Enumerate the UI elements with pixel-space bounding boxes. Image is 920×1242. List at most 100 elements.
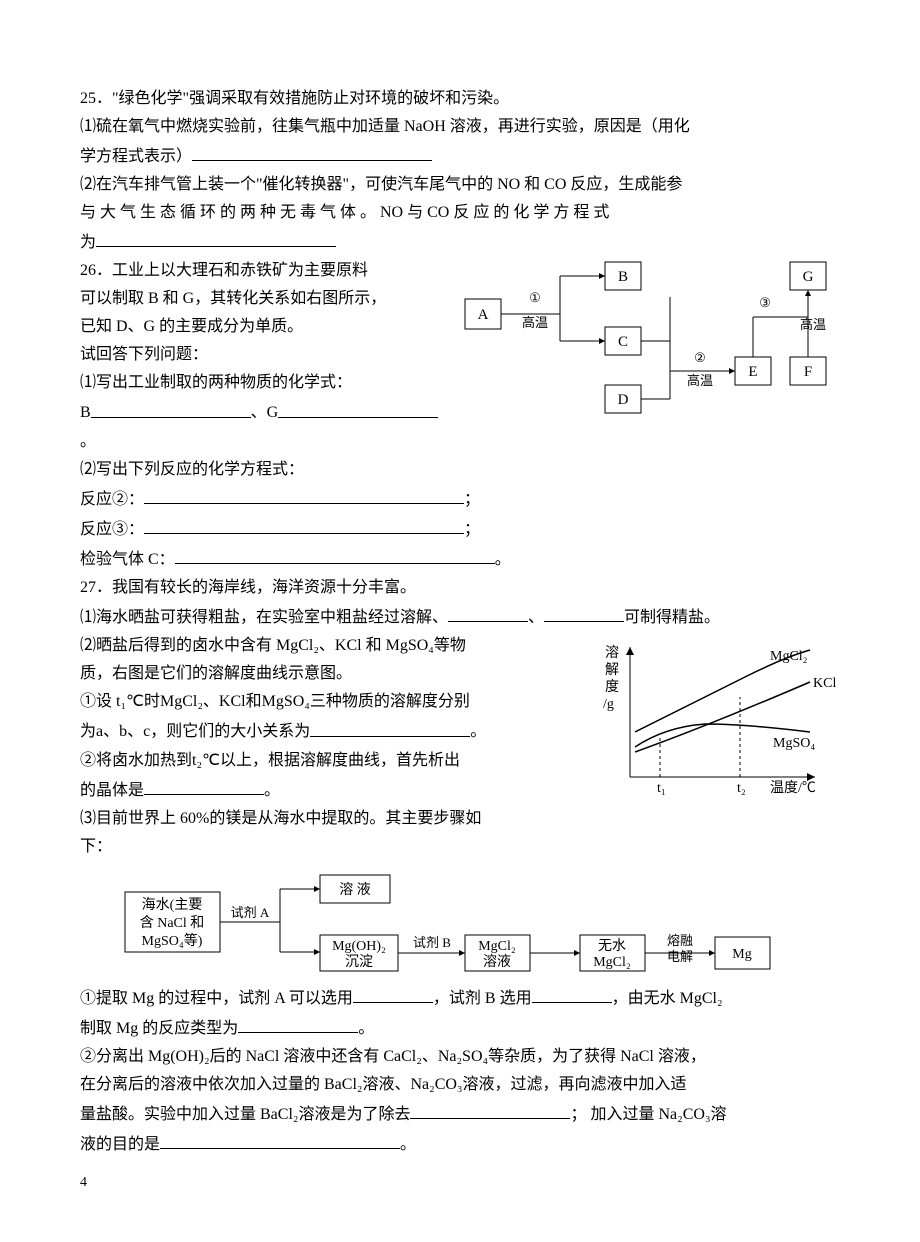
q27-p1: ⑴海水晒盐可获得粗盐，在实验室中粗盐经过溶解、、可制得精盐。 xyxy=(80,602,840,632)
svg-text:D: D xyxy=(618,392,629,408)
q26-blank-b xyxy=(91,397,251,417)
q27-p2f-pre: 的晶体是 xyxy=(80,782,144,799)
svg-text:解: 解 xyxy=(605,662,619,678)
q26-r2-label: 反应②： xyxy=(80,491,144,508)
q27-blank-p1a xyxy=(448,602,528,622)
svg-text:E: E xyxy=(748,364,757,380)
q26-diagram: A B C D E F G xyxy=(460,257,840,427)
svg-text:试剂 B: 试剂 B xyxy=(413,935,451,950)
q27-p4a-end: ，由无水 MgCl₂ xyxy=(612,990,723,1007)
q27-p4a-pre: ①提取 Mg 的过程中，试剂 A 可以选用 xyxy=(80,990,353,1007)
svg-text:G: G xyxy=(803,269,814,285)
q27-p5a: ②分离出 Mg(OH)₂后的 NaCl 溶液中还含有 CaCl₂、Na₂SO₄等… xyxy=(80,1043,840,1071)
q26-p1b-mid: 、G xyxy=(251,405,279,422)
q27-title: 27．我国有较长的海岸线，海洋资源十分丰富。 xyxy=(80,574,840,602)
svg-text:t₂: t₂ xyxy=(737,781,746,796)
svg-text:海水(主要: 海水(主要 xyxy=(142,897,203,913)
svg-text:A: A xyxy=(478,307,489,323)
q25-blank2 xyxy=(96,227,336,247)
q27-chart-svg: 溶 解 度 /g MgCl₂ KCl MgSO₄ t₁ xyxy=(595,632,840,812)
q27-p5c-pre: 量盐酸。实验中加入过量 BaCl₂溶液是为了除去 xyxy=(80,1106,410,1123)
q25-p1a: ⑴硫在氧气中燃烧实验前，往集气瓶中加适量 NaOH 溶液，再进行实验，原因是（用… xyxy=(80,113,840,141)
q26-r3-end: ； xyxy=(464,521,480,538)
q27-p1c: 可制得精盐。 xyxy=(624,609,720,626)
svg-text:度: 度 xyxy=(605,679,619,695)
q27-flow: 海水(主要 含 NaCl 和 MgSO₄等) 试剂 A 溶 液 Mg(OH)₂ … xyxy=(120,867,840,977)
svg-text:C: C xyxy=(618,334,628,350)
q27-p5d: 液的目的是 。 xyxy=(80,1129,840,1159)
q27-blank-p1b xyxy=(544,602,624,622)
svg-text:MgCl₂: MgCl₂ xyxy=(478,939,516,954)
svg-text:F: F xyxy=(804,364,812,380)
q27-chart: 溶 解 度 /g MgCl₂ KCl MgSO₄ t₁ xyxy=(595,632,840,812)
svg-text:MgCl₂: MgCl₂ xyxy=(770,649,808,664)
q26-r3: 反应③： ； xyxy=(80,514,840,544)
q26-p1b-pre: B xyxy=(80,405,91,422)
q27-blank-p4a1 xyxy=(353,983,433,1003)
q27-blank-p5d xyxy=(160,1129,400,1149)
svg-text:熔融: 熔融 xyxy=(667,933,693,948)
q25-p1b-text: 学方程式表示） xyxy=(80,148,192,165)
svg-text:溶液: 溶液 xyxy=(483,954,511,970)
svg-text:B: B xyxy=(618,269,628,285)
q27-p4b: 制取 Mg 的反应类型为 。 xyxy=(80,1013,840,1043)
svg-text:Mg(OH)₂: Mg(OH)₂ xyxy=(332,939,386,954)
q25-blank1 xyxy=(192,141,432,161)
svg-text:试剂 A: 试剂 A xyxy=(231,905,270,920)
q27-p3b: 下： xyxy=(80,833,840,861)
q26-rc: 检验气体 C： 。 xyxy=(80,544,840,574)
q27-p5b: 在分离后的溶液中依次加入过量的 BaCl₂溶液、Na₂CO₃溶液，过滤，再向滤液… xyxy=(80,1071,840,1099)
q27-p1a: ⑴海水晒盐可获得粗盐，在实验室中粗盐经过溶解、 xyxy=(80,609,448,626)
svg-text:KCl: KCl xyxy=(813,676,836,691)
q27-p2d-end: 。 xyxy=(470,724,486,741)
q26-rc-end: 。 xyxy=(495,551,511,568)
q26-r2: 反应②： ； xyxy=(80,484,840,514)
svg-text:高温: 高温 xyxy=(687,373,713,388)
q27-blank-p4b xyxy=(238,1013,358,1033)
q27-p4b-pre: 制取 Mg 的反应类型为 xyxy=(80,1020,238,1037)
q26-blank-r2 xyxy=(144,484,464,504)
q26-r2-end: ； xyxy=(464,491,480,508)
svg-text:高温: 高温 xyxy=(800,317,826,332)
q27-blank-p5c xyxy=(410,1099,570,1119)
q26-r3-label: 反应③： xyxy=(80,521,144,538)
svg-text:温度/℃: 温度/℃ xyxy=(770,780,816,796)
svg-text:溶 液: 溶 液 xyxy=(339,882,371,898)
svg-text:无水: 无水 xyxy=(598,938,626,954)
q25-title: 25．"绿色化学"强调采取有效措施防止对环境的破坏和污染。 xyxy=(80,85,840,113)
q27-blank-p4a2 xyxy=(532,983,612,1003)
q27-p4a-mid: ，试剂 B 选用 xyxy=(433,990,532,1007)
svg-text:含 NaCl 和: 含 NaCl 和 xyxy=(140,915,205,931)
q27-p4a: ①提取 Mg 的过程中，试剂 A 可以选用 ，试剂 B 选用 ，由无水 MgCl₂ xyxy=(80,983,840,1013)
svg-text:MgCl₂: MgCl₂ xyxy=(593,955,631,970)
q27-p2d-pre: 为a、b、c，则它们的大小关系为 xyxy=(80,724,310,741)
q27-flow-svg: 海水(主要 含 NaCl 和 MgSO₄等) 试剂 A 溶 液 Mg(OH)₂ … xyxy=(120,867,820,977)
q27-blank-p2f xyxy=(144,775,264,795)
svg-text:高温: 高温 xyxy=(522,315,548,330)
page-number: 4 xyxy=(80,1171,840,1196)
svg-text:电解: 电解 xyxy=(667,949,693,964)
svg-text:t₁: t₁ xyxy=(657,781,666,796)
q27-p5c-end: ； 加入过量 Na₂CO₃溶 xyxy=(570,1106,726,1123)
q26-blank-g xyxy=(278,397,438,417)
svg-text:①: ① xyxy=(529,290,541,305)
svg-text:溶: 溶 xyxy=(605,645,619,661)
svg-text:沉淀: 沉淀 xyxy=(345,954,373,970)
q25-p2c-text: 为 xyxy=(80,234,96,251)
svg-text:②: ② xyxy=(694,350,706,365)
svg-text:③: ③ xyxy=(759,295,771,310)
q27-p5d-end: 。 xyxy=(400,1136,416,1153)
svg-text:MgSO₄: MgSO₄ xyxy=(773,736,815,751)
q26-p1b-end: 。 xyxy=(80,433,96,450)
q27-blank-p2d xyxy=(310,716,470,736)
q25-p2b: 与 大 气 生 态 循 环 的 两 种 无 毒 气 体 。 NO 与 CO 反 … xyxy=(80,199,840,227)
q27-p5d-pre: 液的目的是 xyxy=(80,1136,160,1153)
q26-rc-label: 检验气体 C： xyxy=(80,551,175,568)
q25-p2a: ⑵在汽车排气管上装一个"催化转换器"，可使汽车尾气中的 NO 和 CO 反应，生… xyxy=(80,171,840,199)
q27-p2f-end: 。 xyxy=(264,782,280,799)
svg-text:/g: /g xyxy=(603,697,614,712)
q27-p4b-end: 。 xyxy=(358,1020,374,1037)
q26-diagram-svg: A B C D E F G xyxy=(460,257,840,427)
q25-p1b: 学方程式表示） xyxy=(80,141,840,171)
q26-p2: ⑵写出下列反应的化学方程式： xyxy=(80,456,840,484)
